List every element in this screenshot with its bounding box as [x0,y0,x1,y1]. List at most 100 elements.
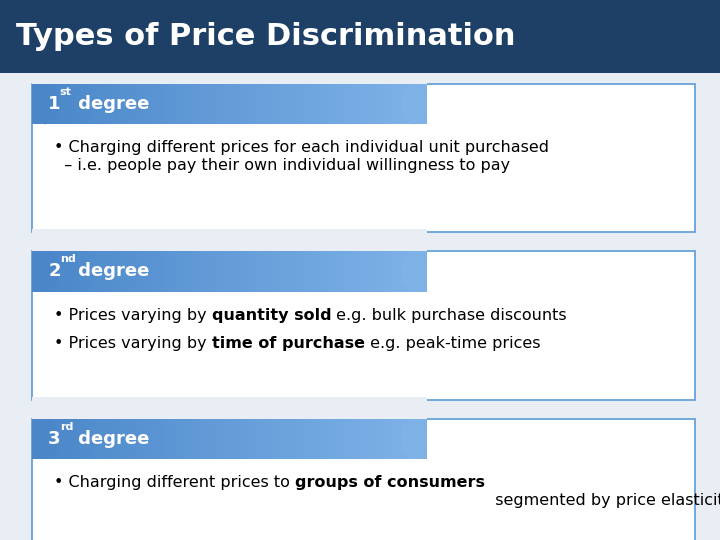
Ellipse shape [32,84,58,124]
Bar [335,251,342,292]
Bar [321,84,329,124]
Bar [125,84,132,124]
Bar [420,418,427,459]
Bar [32,251,40,292]
Bar [367,418,374,459]
Bar [118,84,125,124]
Bar [223,251,230,292]
Bar [104,84,112,124]
Bar [223,84,230,124]
FancyBboxPatch shape [32,251,695,400]
Bar [98,251,105,292]
Bar [269,84,276,124]
Bar [197,84,204,124]
Bar [407,251,414,292]
Bar [230,418,237,459]
Bar [387,84,395,124]
Bar [144,251,151,292]
Bar [230,251,237,292]
Bar [361,84,368,124]
Bar [367,84,374,124]
Bar [308,84,315,124]
Bar [78,418,86,459]
Bar [104,251,112,292]
Bar [45,84,53,124]
Bar [276,251,283,292]
Bar [197,418,204,459]
Bar [210,418,217,459]
Bar [361,251,368,292]
Bar [249,418,256,459]
Bar [348,251,355,292]
Bar [374,418,382,459]
Bar [52,84,59,124]
Bar [39,251,46,292]
Bar [315,418,322,459]
Text: groups of consumers: groups of consumers [295,475,485,490]
Bar [91,84,99,124]
Ellipse shape [400,84,426,124]
Bar [111,84,119,124]
Bar [58,251,66,292]
Bar [216,418,224,459]
Bar [66,418,73,459]
Bar [295,418,302,459]
Bar [190,418,197,459]
Bar [302,84,309,124]
Bar [125,418,132,459]
Bar [328,84,336,124]
Text: • Charging different prices for each individual unit purchased
  – i.e. people p: • Charging different prices for each ind… [54,140,549,173]
Bar [210,84,217,124]
Bar [315,84,322,124]
Bar [282,251,289,292]
Bar [216,84,224,124]
Bar [394,251,401,292]
Bar [295,84,302,124]
Bar [256,251,263,292]
Bar [78,251,86,292]
Bar [111,418,119,459]
Bar [374,251,382,292]
Bar [236,251,243,292]
Bar [66,251,73,292]
Bar [413,251,420,292]
Bar [243,84,250,124]
Bar [394,418,401,459]
Bar [157,84,164,124]
Bar [144,84,151,124]
Bar [249,84,256,124]
Bar [321,251,329,292]
Bar [85,251,92,292]
Bar [163,251,171,292]
Bar [216,251,224,292]
Bar [125,251,132,292]
Bar [190,84,197,124]
Bar [58,84,66,124]
Bar [328,418,336,459]
Text: quantity sold: quantity sold [212,308,331,323]
Bar [184,84,191,124]
Bar [289,251,296,292]
Bar [39,84,46,124]
Bar [269,251,276,292]
Bar [341,251,348,292]
Text: Types of Price Discrimination: Types of Price Discrimination [16,22,516,51]
Bar [302,418,309,459]
Bar [348,84,355,124]
Bar [72,84,79,124]
Bar [243,251,250,292]
Bar [118,418,125,459]
Bar [177,251,184,292]
Bar [190,251,197,292]
Bar [0,0,720,73]
Bar [203,251,210,292]
Bar [289,84,296,124]
Bar [308,251,315,292]
Bar [32,62,426,84]
Bar [400,84,408,124]
Bar [262,418,269,459]
Bar [98,84,105,124]
Bar [308,418,315,459]
Text: st: st [60,87,71,97]
Text: e.g. peak-time prices: e.g. peak-time prices [365,336,540,351]
